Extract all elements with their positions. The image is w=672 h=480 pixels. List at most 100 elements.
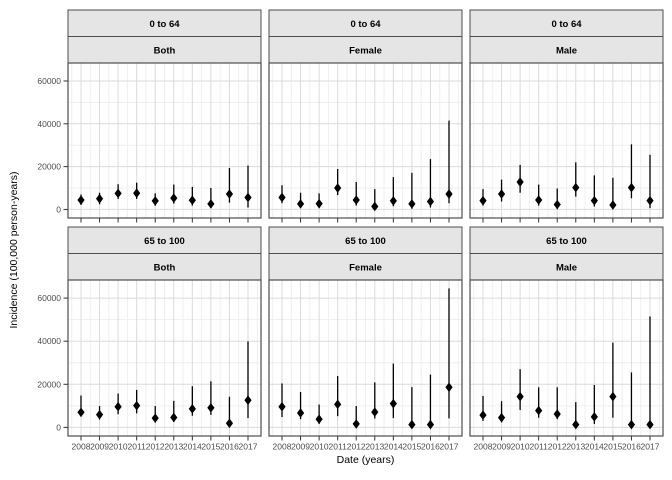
facet-strip-sex [67, 36, 262, 64]
estimate-point [497, 412, 506, 423]
y-axis-title: Incidence (100,000 person-years) [8, 171, 20, 329]
estimate-point [207, 402, 215, 413]
x-tick-label: 2015 [402, 442, 421, 452]
x-tick-label: 2014 [585, 442, 604, 452]
estimate-point [590, 195, 598, 206]
estimate-point [334, 183, 342, 193]
x-tick-label: 2016 [421, 442, 440, 452]
facet-strip-sex [469, 36, 664, 64]
estimate-point [553, 409, 561, 419]
y-tick-label: 20000 [37, 162, 61, 172]
estimate-point [609, 200, 617, 210]
x-tick-label: 2010 [511, 442, 530, 452]
estimate-point [244, 192, 252, 203]
x-tick-label: 2015 [603, 442, 622, 452]
estimate-point [334, 399, 342, 410]
estimate-point [389, 398, 397, 409]
x-tick-label: 2012 [548, 442, 567, 452]
estimate-point [188, 195, 196, 206]
estimate-point [479, 195, 487, 206]
estimate-point [296, 199, 305, 209]
estimate-point [609, 391, 617, 402]
estimate-point [315, 198, 323, 209]
y-tick-label: 0 [56, 204, 61, 214]
y-tick-label: 20000 [37, 379, 61, 389]
x-axis-title: Date (years) [336, 454, 395, 466]
estimate-point [278, 401, 286, 412]
x-tick-label: 2010 [109, 442, 128, 452]
facet-strip-sex-label: Female [349, 262, 382, 273]
x-tick-label: 2009 [291, 442, 310, 452]
estimate-point [408, 419, 416, 430]
x-tick-label: 2009 [492, 442, 511, 452]
estimate-point [170, 412, 178, 423]
facet-strip-sex-label: Male [556, 45, 577, 56]
estimate-point [445, 382, 453, 393]
x-tick-label: 2014 [183, 442, 202, 452]
y-tick-label: 60000 [37, 76, 61, 86]
estimate-point [278, 192, 286, 203]
estimate-point [627, 419, 636, 430]
x-tick-label: 2008 [72, 442, 91, 452]
facet-strip-sex-label: Female [349, 45, 382, 56]
x-tick-label: 2017 [239, 442, 258, 452]
x-tick-label: 2011 [530, 442, 549, 452]
panel-border [268, 62, 463, 219]
facet-strip-age-label: 65 to 100 [144, 236, 185, 247]
facet-strip-age-label: 65 to 100 [345, 236, 386, 247]
facet-strip-age-label: 0 to 64 [350, 19, 381, 30]
estimate-point [170, 193, 178, 203]
estimate-point [77, 195, 85, 205]
panel-border [469, 62, 664, 219]
estimate-point [408, 199, 416, 209]
estimate-point [352, 419, 360, 429]
x-tick-label: 2010 [310, 442, 329, 452]
x-tick-label: 2016 [220, 442, 239, 452]
x-tick-label: 2013 [164, 442, 183, 452]
estimate-point [627, 182, 636, 193]
y-tick-label: 0 [56, 422, 61, 432]
estimate-point [77, 407, 85, 418]
facet-strip-age-label: 65 to 100 [546, 236, 587, 247]
facet-strip-age [67, 9, 262, 37]
x-tick-label: 2012 [347, 442, 366, 452]
x-tick-label: 2008 [273, 442, 292, 452]
facet-strip-sex-label: Both [154, 262, 176, 273]
estimate-point [646, 195, 654, 206]
estimate-point [572, 182, 580, 193]
estimate-point [133, 188, 141, 198]
estimate-point [95, 193, 104, 204]
estimate-point [646, 419, 654, 430]
estimate-point [572, 419, 580, 430]
x-tick-label: 2017 [641, 442, 660, 452]
x-tick-label: 2016 [622, 442, 641, 452]
estimate-point [553, 199, 561, 210]
x-tick-label: 2013 [566, 442, 585, 452]
estimate-point [516, 177, 524, 187]
estimate-point [114, 188, 122, 199]
estimate-point [479, 410, 487, 420]
estimate-point [95, 409, 104, 420]
estimate-point [244, 395, 252, 406]
x-tick-label: 2013 [365, 442, 384, 452]
estimate-point [296, 408, 305, 418]
panel-border [469, 279, 664, 437]
estimate-point [426, 196, 435, 207]
facet-strip-sex-label: Male [556, 262, 577, 273]
estimate-point [590, 412, 598, 422]
x-tick-label: 2008 [474, 442, 493, 452]
facet-strip-age [268, 226, 463, 254]
facet-strip-age [67, 226, 262, 254]
facet-strip-sex-label: Both [154, 45, 176, 56]
estimate-point [371, 201, 379, 212]
estimate-point [315, 414, 323, 424]
panel-border [67, 62, 262, 219]
y-tick-label: 60000 [37, 293, 61, 303]
estimate-point [151, 413, 159, 423]
facet-strip-sex [268, 253, 463, 281]
facet-strip-age-label: 0 to 64 [551, 19, 582, 30]
x-tick-label: 2015 [201, 442, 220, 452]
estimate-point [516, 391, 524, 402]
estimate-point [352, 195, 360, 205]
